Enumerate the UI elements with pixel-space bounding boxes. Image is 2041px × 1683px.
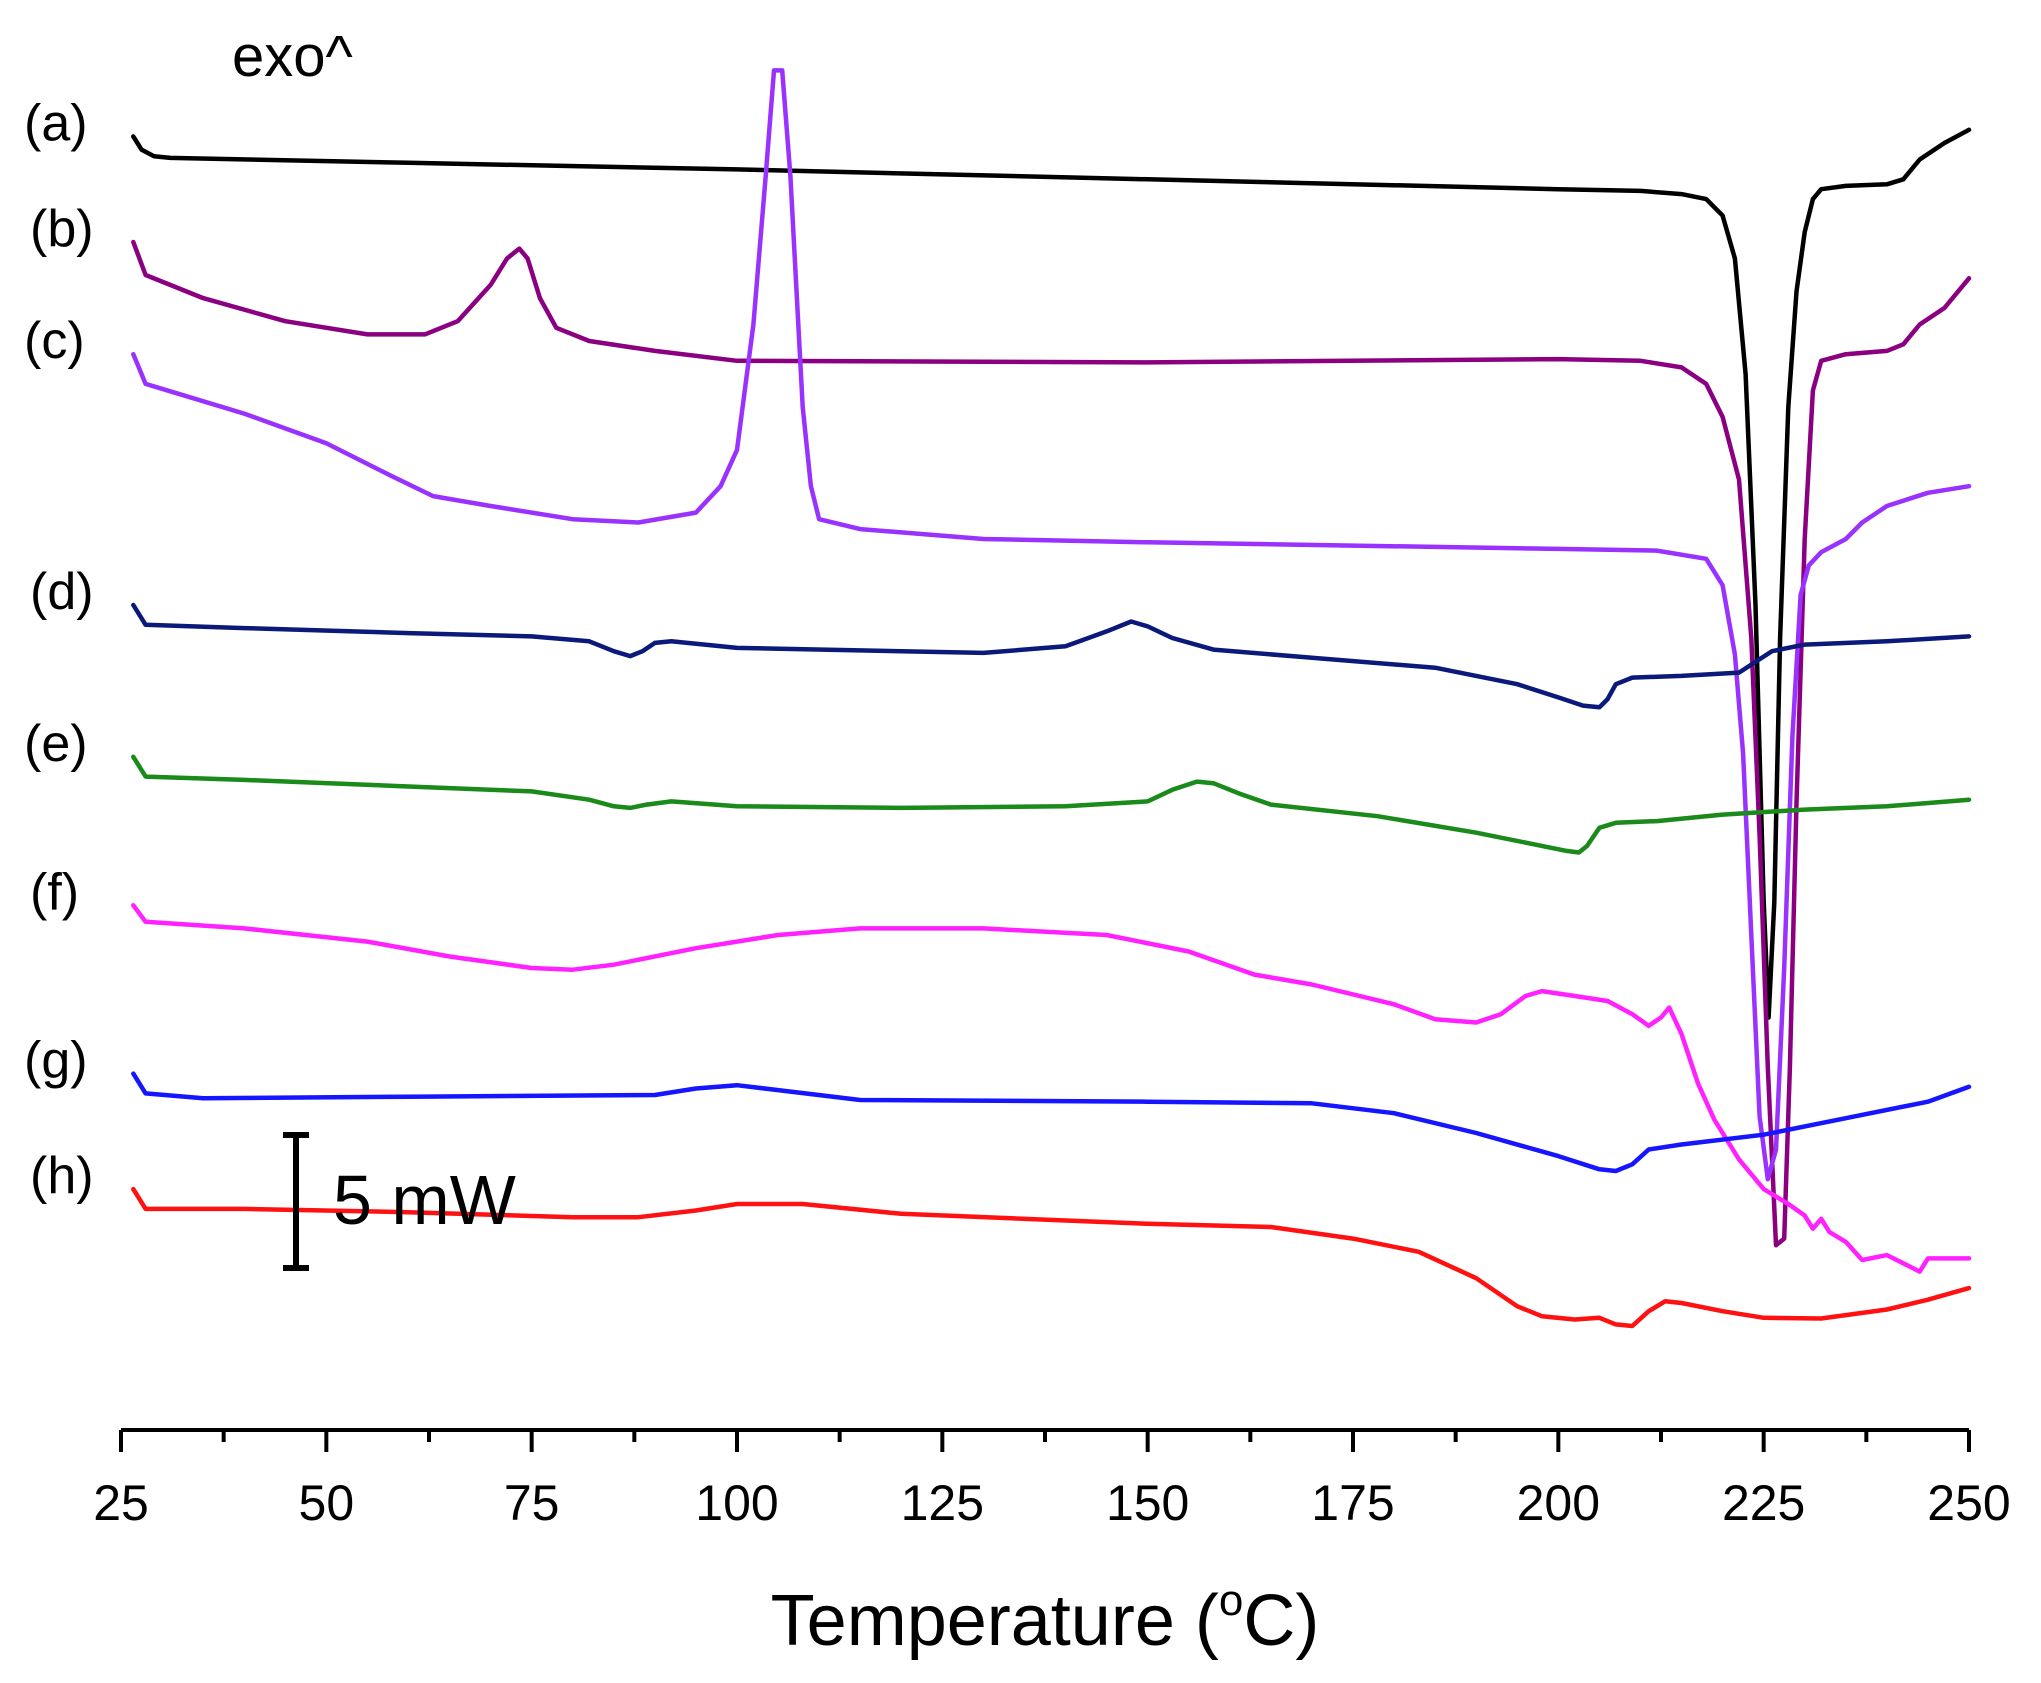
x-axis: 25 50 75 100 125 150 175 200 225 250 bbox=[93, 1428, 2011, 1531]
scale-bar-label: 5 mW bbox=[333, 1161, 516, 1239]
x-tick-label: 175 bbox=[1311, 1475, 1394, 1531]
x-axis-title: Temperature (oC) bbox=[771, 1576, 1320, 1661]
x-tick-label: 25 bbox=[93, 1475, 149, 1531]
x-axis-title-end: C) bbox=[1243, 1581, 1319, 1661]
scale-bar: 5 mW bbox=[283, 1132, 516, 1271]
series-label-a: (a) bbox=[24, 94, 88, 152]
series-label-e: (e) bbox=[24, 715, 88, 773]
x-tick-label: 50 bbox=[299, 1475, 355, 1531]
x-tick-label: 200 bbox=[1517, 1475, 1600, 1531]
series-line-b bbox=[131, 239, 1972, 1248]
series-line-d bbox=[131, 602, 1972, 710]
x-tick-label: 125 bbox=[901, 1475, 984, 1531]
series-label-c: (c) bbox=[24, 312, 85, 370]
series-label-b: (b) bbox=[30, 200, 94, 258]
series-line-e bbox=[131, 754, 1972, 855]
series-line-c bbox=[131, 68, 1972, 1182]
series-label-f: (f) bbox=[30, 863, 79, 921]
series-line-h bbox=[131, 1186, 1972, 1329]
x-tick-label: 150 bbox=[1106, 1475, 1189, 1531]
series-line-g bbox=[131, 1071, 1972, 1174]
x-tick-label: 100 bbox=[695, 1475, 778, 1531]
x-axis-title-sup: o bbox=[1219, 1576, 1243, 1625]
x-tick-label: 225 bbox=[1722, 1475, 1805, 1531]
series-line-a bbox=[131, 127, 1972, 1020]
x-ticks: 25 50 75 100 125 150 175 200 225 250 bbox=[93, 1430, 2011, 1531]
series-layer bbox=[131, 68, 1972, 1329]
x-axis-title-main: Temperature ( bbox=[771, 1581, 1219, 1661]
exo-label: exo^ bbox=[232, 24, 353, 89]
series-labels: (a) (b) (c) (d) (e) (f) (g) (h) bbox=[24, 94, 94, 1205]
series-label-h: (h) bbox=[30, 1147, 94, 1205]
series-label-g: (g) bbox=[24, 1032, 88, 1090]
series-label-d: (d) bbox=[30, 563, 94, 621]
x-tick-label: 75 bbox=[504, 1475, 560, 1531]
x-tick-label: 250 bbox=[1927, 1475, 2010, 1531]
series-line-f bbox=[131, 903, 1972, 1274]
